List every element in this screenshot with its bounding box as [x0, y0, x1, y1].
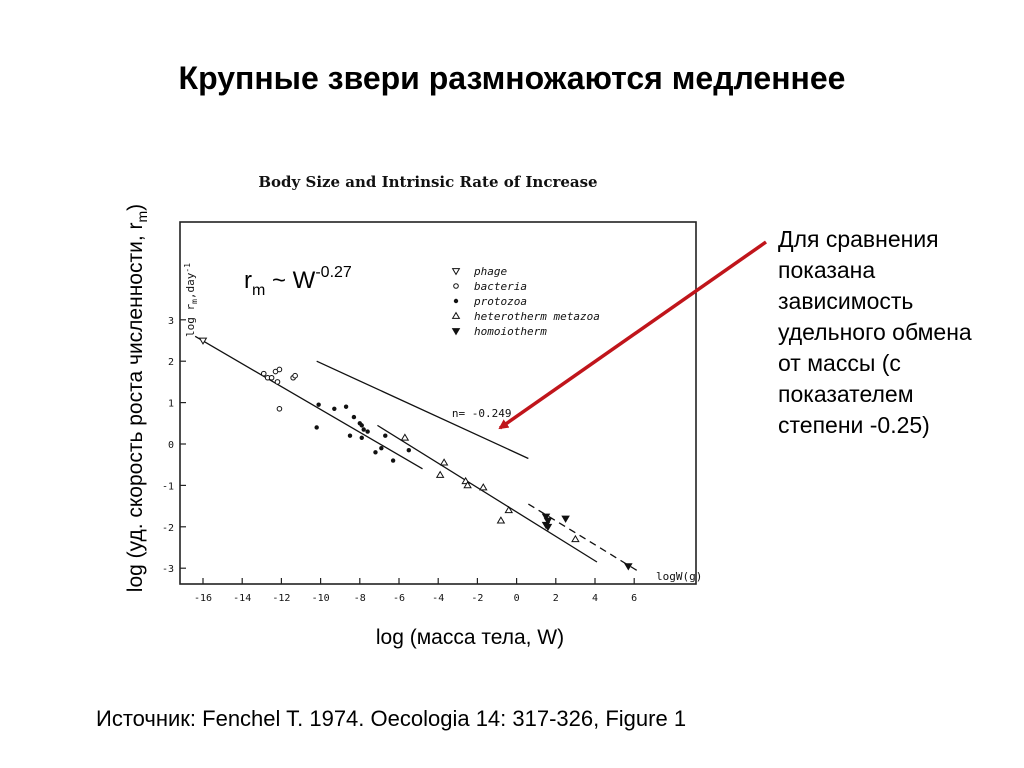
x-tick-label: 6	[631, 593, 637, 604]
data-point-heterotherm-metazoa	[496, 516, 506, 524]
legend-label: protozoa	[473, 295, 527, 308]
y-tick-label: -3	[162, 564, 174, 575]
data-point-heterotherm-metazoa	[463, 481, 472, 489]
formula-mid: ~ W	[265, 267, 315, 294]
x-tick-label: 2	[553, 593, 559, 604]
formula-exp: -0.27	[315, 264, 352, 281]
data-point-protozoa	[359, 435, 364, 440]
data-point-bacteria	[268, 374, 275, 381]
legend-marker	[451, 268, 461, 276]
x-tick-label: -6	[393, 593, 405, 604]
chart-ylabel-main: log r	[184, 304, 197, 337]
data-point-heterotherm-metazoa	[479, 483, 488, 491]
data-point-protozoa	[406, 448, 411, 453]
axis-ticks: -16 -14 -12 -10 -8 -6 -4 -2 0 2 4 6 3 2 1 0 -1 -2 -3	[162, 316, 637, 604]
y-tick-label: -2	[162, 523, 174, 534]
slide-y-axis-label-sub: m	[134, 210, 151, 223]
x-tick-label: 4	[592, 593, 598, 604]
formula-sub: m	[252, 282, 265, 299]
legend-marker	[453, 283, 459, 289]
source-citation: Источник: Fenchel T. 1974. Oecologia 14:…	[96, 706, 687, 731]
legend-label: bacteria	[474, 280, 527, 293]
data-point-protozoa	[365, 429, 370, 434]
chart-ylabel-sup: -1	[183, 263, 192, 273]
data-point-protozoa	[347, 433, 353, 438]
legend-label: homoiotherm	[474, 325, 547, 338]
data-point-bacteria	[276, 406, 283, 412]
data-point-protozoa	[379, 445, 384, 451]
data-point-protozoa	[351, 414, 357, 420]
x-tick-label: -8	[354, 593, 366, 604]
regression-lines	[194, 335, 641, 573]
slide-y-axis-label-end: )	[124, 203, 147, 211]
legend-marker	[451, 328, 461, 336]
data-point-heterotherm-metazoa	[571, 534, 580, 543]
legend-marker	[451, 311, 461, 319]
y-tick-label: 3	[168, 316, 174, 327]
data-point-homoiotherm	[541, 513, 551, 521]
x-tick-label: -12	[272, 593, 290, 604]
chart-ylabel: log rm,day-1	[183, 263, 199, 337]
data-point-heterotherm-metazoa	[439, 458, 449, 466]
data-point-homoiotherm	[624, 563, 633, 571]
slide-title: Крупные звери размножаются медленнее	[178, 60, 846, 96]
regression-line	[316, 360, 529, 460]
data-point-protozoa	[390, 458, 396, 463]
y-tick-label: 0	[168, 440, 174, 451]
x-tick-label: -2	[471, 593, 483, 604]
formula: rm ~ W-0.27	[244, 264, 352, 299]
data-points: n= -0.249	[198, 337, 633, 571]
data-point-bacteria	[292, 372, 298, 379]
data-point-protozoa	[359, 423, 364, 428]
axes-frame	[179, 221, 697, 585]
side-note: Для сравнения показана зависимость удель…	[778, 226, 972, 438]
data-point-protozoa	[316, 402, 321, 407]
data-point-bacteria	[276, 366, 283, 373]
data-point-heterotherm-metazoa	[504, 505, 514, 514]
data-point-protozoa	[373, 450, 378, 455]
chart-ylabel-sub: m	[190, 299, 199, 304]
data-point-homoiotherm	[543, 523, 553, 532]
y-tick-label: -1	[162, 481, 174, 492]
legend: phage bacteria protozoa heterotherm metazoa…	[451, 265, 600, 338]
data-point-bacteria	[274, 379, 281, 385]
slide-x-axis-label: log (масса тела, W)	[375, 626, 565, 649]
data-point-heterotherm-metazoa	[435, 470, 445, 478]
pointer-arrow	[498, 240, 768, 430]
regression-line	[194, 335, 423, 470]
chart-title: Body Size and Intrinsic Rate of Increase	[258, 173, 597, 191]
regression-line-dashed	[528, 503, 641, 573]
data-point-heterotherm-metazoa	[400, 433, 410, 441]
x-tick-label: -16	[194, 593, 212, 604]
legend-label: heterotherm metazoa	[474, 310, 600, 323]
chart-ylabel-rest: ,day	[184, 272, 197, 299]
x-tick-label: -14	[233, 593, 251, 604]
x-tick-label: -10	[312, 593, 330, 604]
x-tick-label: 0	[514, 593, 520, 604]
formula-base: r	[244, 267, 252, 294]
data-point-protozoa	[383, 433, 388, 438]
data-point-phage	[198, 337, 208, 345]
regression-line	[377, 424, 598, 563]
data-point-protozoa	[332, 406, 337, 412]
legend-label: phage	[473, 265, 507, 278]
y-tick-label: 1	[168, 399, 174, 410]
data-point-homoiotherm	[561, 515, 570, 523]
data-point-bacteria	[260, 370, 267, 377]
chart-xlabel: logW(g)	[656, 570, 702, 583]
slope-annotation: n= -0.249	[452, 407, 512, 420]
slide-y-axis-label: log (уд. скорость роста численности, rm)	[121, 158, 151, 638]
plot-frame	[179, 221, 697, 585]
legend-marker	[453, 298, 459, 304]
x-tick-label: -4	[432, 593, 444, 604]
data-point-protozoa	[361, 427, 366, 432]
y-tick-label: 2	[168, 357, 174, 368]
data-point-homoiotherm	[543, 517, 553, 525]
data-point-protozoa	[314, 425, 319, 430]
data-point-protozoa	[343, 404, 349, 409]
slide-y-axis-label-main: log (уд. скорость роста численности, r	[124, 222, 147, 593]
